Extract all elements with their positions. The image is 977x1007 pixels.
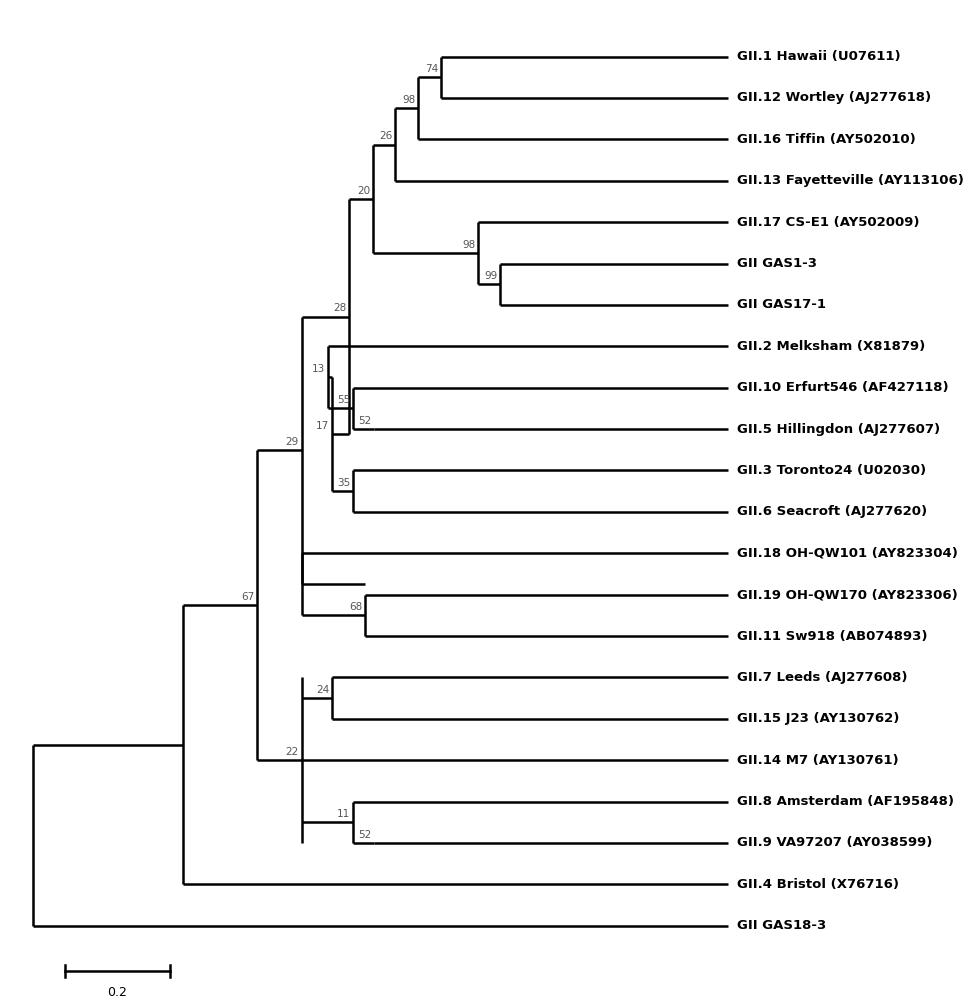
Text: GII.2 Melksham (X81879): GII.2 Melksham (X81879) <box>737 339 925 352</box>
Text: GII.18 OH-QW101 (AY823304): GII.18 OH-QW101 (AY823304) <box>737 547 958 560</box>
Text: 68: 68 <box>349 602 362 612</box>
Text: GII GAS1-3: GII GAS1-3 <box>737 257 817 270</box>
Text: GII.14 M7 (AY130761): GII.14 M7 (AY130761) <box>737 753 899 766</box>
Text: 99: 99 <box>485 271 497 281</box>
Text: GII GAS17-1: GII GAS17-1 <box>737 298 827 311</box>
Text: GII.15 J23 (AY130762): GII.15 J23 (AY130762) <box>737 712 900 725</box>
Text: GII.16 Tiffin (AY502010): GII.16 Tiffin (AY502010) <box>737 133 915 146</box>
Text: GII.19 OH-QW170 (AY823306): GII.19 OH-QW170 (AY823306) <box>737 588 957 601</box>
Text: 98: 98 <box>462 240 475 250</box>
Text: GII.10 Erfurt546 (AF427118): GII.10 Erfurt546 (AF427118) <box>737 382 949 394</box>
Text: 0.2: 0.2 <box>107 986 127 999</box>
Text: 98: 98 <box>403 95 415 105</box>
Text: 17: 17 <box>317 421 329 431</box>
Text: 11: 11 <box>337 809 351 819</box>
Text: GII.13 Fayetteville (AY113106): GII.13 Fayetteville (AY113106) <box>737 174 964 187</box>
Text: 74: 74 <box>426 64 439 74</box>
Text: 20: 20 <box>357 185 370 195</box>
Text: GII.4 Bristol (X76716): GII.4 Bristol (X76716) <box>737 878 899 891</box>
Text: 52: 52 <box>359 830 371 840</box>
Text: GII.5 Hillingdon (AJ277607): GII.5 Hillingdon (AJ277607) <box>737 423 940 436</box>
Text: 28: 28 <box>333 303 346 313</box>
Text: GII.9 VA97207 (AY038599): GII.9 VA97207 (AY038599) <box>737 837 932 850</box>
Text: 67: 67 <box>241 592 254 602</box>
Text: GII.3 Toronto24 (U02030): GII.3 Toronto24 (U02030) <box>737 464 926 477</box>
Text: GII.11 Sw918 (AB074893): GII.11 Sw918 (AB074893) <box>737 629 927 642</box>
Text: 52: 52 <box>359 416 371 426</box>
Text: 26: 26 <box>379 131 393 141</box>
Text: GII.17 CS-E1 (AY502009): GII.17 CS-E1 (AY502009) <box>737 215 919 229</box>
Text: GII.8 Amsterdam (AF195848): GII.8 Amsterdam (AF195848) <box>737 796 955 808</box>
Text: GII.6 Seacroft (AJ277620): GII.6 Seacroft (AJ277620) <box>737 506 927 519</box>
Text: 22: 22 <box>285 747 299 757</box>
Text: 24: 24 <box>317 685 329 695</box>
Text: GII.1 Hawaii (U07611): GII.1 Hawaii (U07611) <box>737 50 901 63</box>
Text: GII.12 Wortley (AJ277618): GII.12 Wortley (AJ277618) <box>737 92 931 105</box>
Text: GII.7 Leeds (AJ277608): GII.7 Leeds (AJ277608) <box>737 671 908 684</box>
Text: 13: 13 <box>312 365 325 374</box>
Text: 29: 29 <box>285 437 299 447</box>
Text: 55: 55 <box>337 395 351 405</box>
Text: 35: 35 <box>337 478 351 487</box>
Text: GII GAS18-3: GII GAS18-3 <box>737 919 827 932</box>
